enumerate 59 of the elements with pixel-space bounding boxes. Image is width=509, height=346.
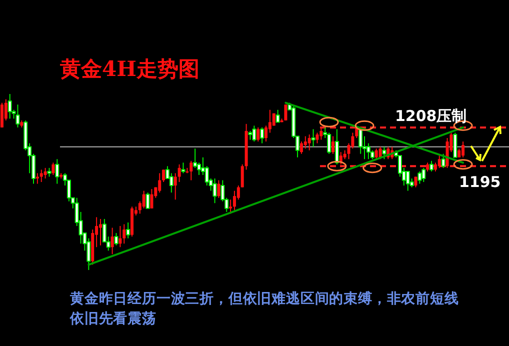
candlestick xyxy=(260,126,264,144)
candlestick xyxy=(118,226,122,248)
candlestick xyxy=(406,170,410,192)
candlestick xyxy=(229,199,232,214)
candlestick xyxy=(44,167,47,179)
candlestick xyxy=(331,136,334,154)
candlestick xyxy=(256,126,260,142)
candlestick xyxy=(414,176,418,188)
candlestick xyxy=(422,167,426,182)
candlestick xyxy=(190,160,193,181)
candlestick xyxy=(181,162,186,174)
candlestick xyxy=(378,146,382,160)
candlestick xyxy=(178,164,181,182)
candlestick xyxy=(16,104,20,128)
candlestick xyxy=(382,146,386,160)
candlestick xyxy=(276,109,280,123)
chart-title: 黄金4H走势图 xyxy=(59,56,200,81)
candlestick xyxy=(300,141,303,154)
candlestick xyxy=(162,169,166,182)
candlestick xyxy=(212,178,217,204)
candlestick xyxy=(8,94,12,120)
candlestick xyxy=(453,132,458,158)
candlestick xyxy=(438,155,441,168)
candlestick xyxy=(252,125,256,142)
candlestick xyxy=(240,164,244,188)
candlestick xyxy=(304,136,307,150)
text: 黄金昨日经历一波三折，但依旧难逃区间的束缚，非农前短线依旧先看震荡 xyxy=(70,290,460,329)
candlestick xyxy=(110,227,114,255)
candlestick xyxy=(430,160,434,172)
candlestick xyxy=(114,232,118,246)
candlestick xyxy=(169,172,174,194)
candlestick xyxy=(316,132,319,144)
candlestick xyxy=(174,172,177,200)
candlestick xyxy=(150,188,154,209)
candlestick xyxy=(311,128,316,148)
candlestick xyxy=(55,158,60,184)
candlestick xyxy=(284,104,288,121)
candlestick xyxy=(40,169,43,182)
candlestick xyxy=(217,180,220,198)
candlestick xyxy=(0,102,4,128)
candlestick xyxy=(462,141,465,158)
candlestick xyxy=(142,190,146,209)
candlestick xyxy=(146,192,150,209)
candlestick xyxy=(122,224,126,244)
candlestick xyxy=(418,170,422,184)
candlestick xyxy=(308,134,311,151)
candlestick xyxy=(36,172,39,184)
candlestick xyxy=(52,162,55,176)
candlestick xyxy=(320,126,323,140)
candlestick xyxy=(98,218,102,246)
candlestick xyxy=(264,125,268,142)
candlestick xyxy=(334,128,339,165)
candlestick xyxy=(374,148,378,160)
candlestick xyxy=(158,172,162,194)
annotation: 1208压制 xyxy=(395,107,467,125)
annotation: 1195 xyxy=(459,173,501,191)
candlestick xyxy=(126,222,130,239)
candlestick xyxy=(441,153,446,168)
candlestick xyxy=(232,190,236,211)
